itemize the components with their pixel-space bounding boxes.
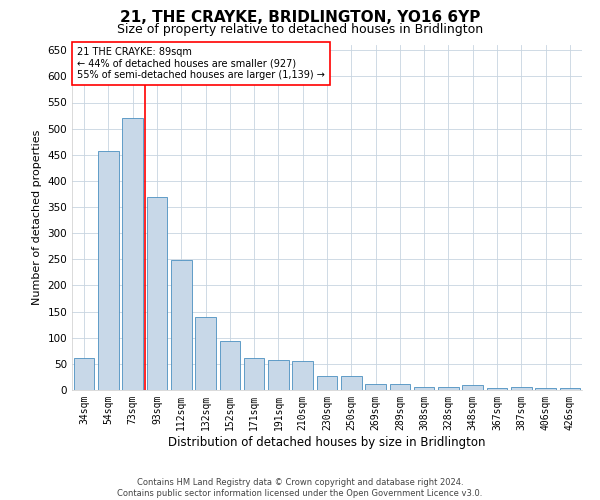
Bar <box>220 342 240 390</box>
Text: 21 THE CRAYKE: 89sqm
← 44% of detached houses are smaller (927)
55% of semi-deta: 21 THE CRAYKE: 89sqm ← 44% of detached h… <box>77 46 325 80</box>
Bar <box>365 384 386 390</box>
Text: 21, THE CRAYKE, BRIDLINGTON, YO16 6YP: 21, THE CRAYKE, BRIDLINGTON, YO16 6YP <box>120 10 480 25</box>
Bar <box>195 317 216 390</box>
Bar <box>414 387 434 390</box>
Bar <box>560 388 580 390</box>
Bar <box>389 384 410 390</box>
Bar <box>317 376 337 390</box>
Bar <box>244 358 265 390</box>
Bar <box>268 360 289 390</box>
Text: Size of property relative to detached houses in Bridlington: Size of property relative to detached ho… <box>117 22 483 36</box>
Bar <box>463 385 483 390</box>
Bar <box>511 388 532 390</box>
Bar <box>487 388 508 390</box>
Y-axis label: Number of detached properties: Number of detached properties <box>32 130 42 305</box>
Bar <box>341 376 362 390</box>
Bar <box>438 387 459 390</box>
Bar <box>535 388 556 390</box>
Bar <box>74 358 94 390</box>
Text: Contains HM Land Registry data © Crown copyright and database right 2024.
Contai: Contains HM Land Registry data © Crown c… <box>118 478 482 498</box>
Bar <box>171 260 191 390</box>
Bar <box>122 118 143 390</box>
Bar <box>292 361 313 390</box>
Bar <box>146 196 167 390</box>
X-axis label: Distribution of detached houses by size in Bridlington: Distribution of detached houses by size … <box>168 436 486 448</box>
Bar <box>98 151 119 390</box>
